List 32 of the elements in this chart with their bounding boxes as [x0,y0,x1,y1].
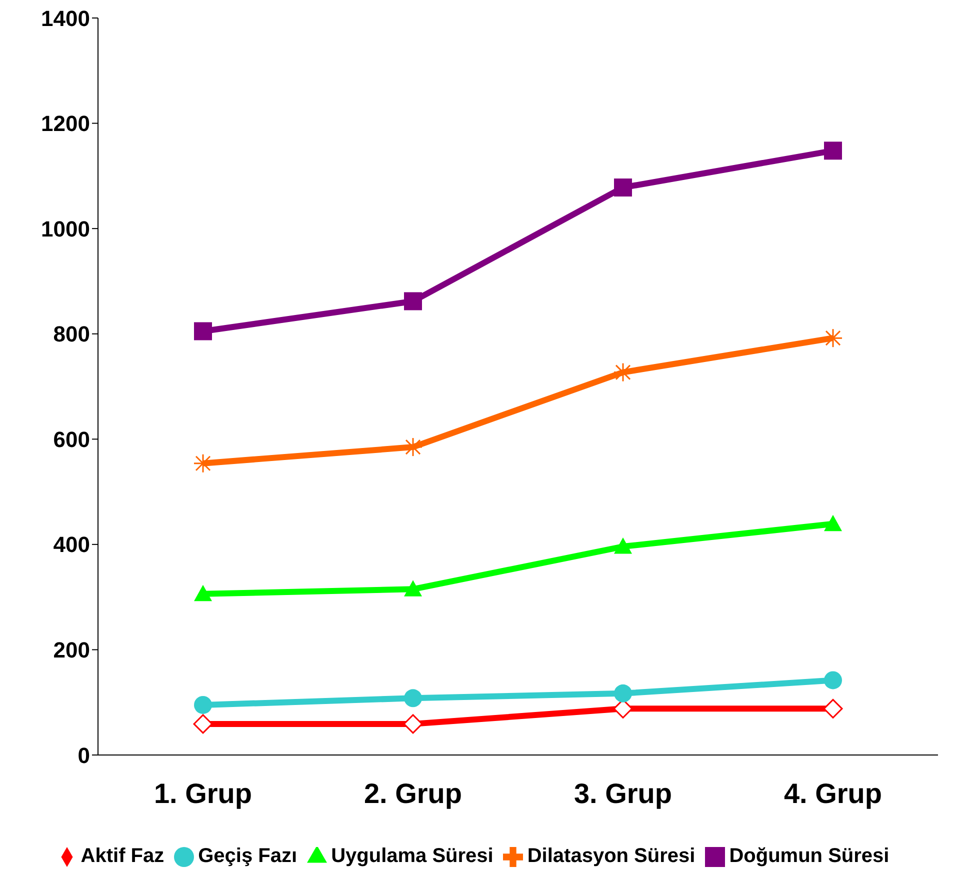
legend-label: Geçiş Fazı [198,845,298,867]
point [614,684,632,702]
y-tick-label: 0 [78,742,90,768]
point [823,698,843,718]
y-tick-label: 400 [53,532,90,558]
y-tick-label: 600 [53,426,90,452]
legend-label: Dilatasyon Süresi [527,845,696,867]
point [194,322,212,340]
legend-label: Uygulama Süresi [331,845,494,867]
y-tick-label: 800 [53,322,90,347]
x-tick-label: 3. Grup [574,778,672,809]
x-tick-label: 2. Grup [364,778,462,809]
point [404,580,422,596]
point [193,714,213,734]
point [824,671,842,690]
y-tick-label: 1000 [41,216,90,242]
x-tick-label: 4. Grup [784,778,882,809]
point [194,696,212,714]
point [194,584,212,602]
point [403,714,423,734]
legend-label: Aktif Faz [80,845,164,867]
point [824,514,842,532]
point [404,292,422,310]
legend-label: Doğumun Süresi [729,845,890,867]
x-tick-label: 1. Grup [154,778,252,809]
point [614,538,632,554]
y-tick-label: 1200 [41,111,90,136]
point [404,689,422,708]
y-tick-label: 200 [53,638,90,663]
point [614,178,632,197]
point [824,142,842,160]
y-tick-label: 1400 [41,6,90,31]
